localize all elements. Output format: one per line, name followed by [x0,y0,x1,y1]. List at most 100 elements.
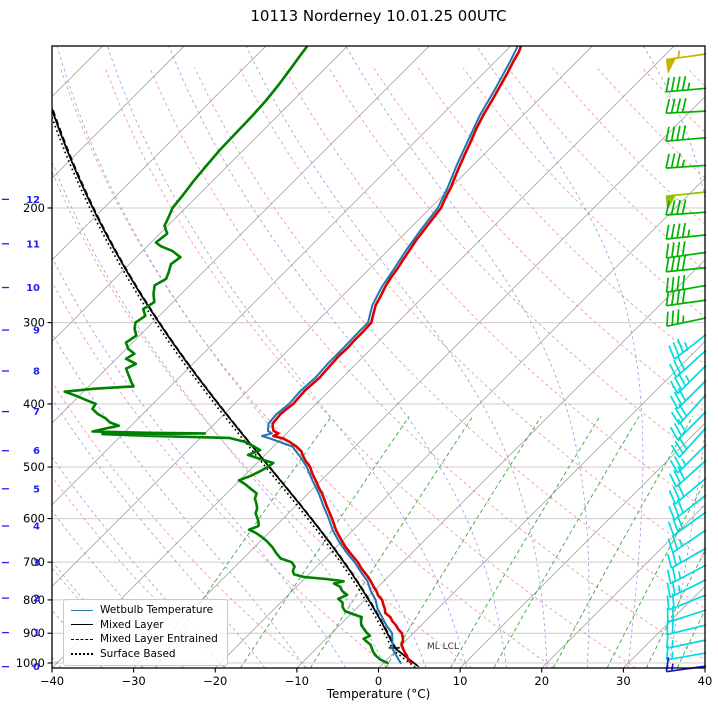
wind-barb [668,494,707,521]
wind-barb [666,618,707,636]
pressure-tick-label: 400 [23,397,45,411]
wind-barb [666,633,707,650]
pressure-tick-label: 700 [23,555,45,569]
wind-barb [666,309,707,328]
moist-adiabat-line [709,44,718,668]
height-km-label: 8 [33,366,40,377]
wind-barbs [665,50,707,673]
wind-barb [666,593,707,611]
plot-frame [51,45,706,669]
moist-adiabat-line [52,560,144,668]
surface-based-line-swatch [71,653,93,656]
dry-adiabat-line [52,280,391,668]
isotherm-line [623,585,705,668]
wind-barb [665,241,707,259]
mixing-ratio-line [606,480,705,668]
height-km-label: 5 [33,484,40,495]
mixing-ratio-line [493,416,640,668]
wind-barb [665,657,707,673]
legend: Wetbulb Temperature Mixed Layer Mixed La… [63,599,228,667]
dry-adiabat-line [552,67,705,225]
isotherm-line [52,46,593,588]
moist-adiabat-line [52,160,387,668]
dry-adiabat-line [104,67,637,668]
moist-adiabat-line [52,609,103,668]
legend-item-mixed-layer-entrained: Mixed Layer Entrained [71,632,218,647]
isotherm-line [459,422,705,668]
wind-barb [665,645,707,661]
dry-adiabat-line [373,67,705,413]
legend-item-wetbulb: Wetbulb Temperature [71,603,218,618]
wind-barb [669,459,707,488]
x-axis-label: Temperature (°C) [326,687,431,701]
wind-barb [666,547,707,569]
wind-barb [666,579,707,599]
height-km-label: 0 [33,662,40,673]
wind-barb [665,152,707,169]
dewpoint-line [63,46,389,665]
moist-adiabat-line [52,510,185,668]
wind-barb [668,333,707,360]
isotherm-line [52,46,675,668]
legend-label: Mixed Layer [100,618,164,631]
x-tick-label: −10 [285,674,309,688]
wind-barb [667,511,707,537]
isotherm-line [0,46,21,668]
moist-adiabat-line [107,46,467,668]
x-tick-label: 30 [616,674,631,688]
wind-barb [665,199,707,216]
parcel-surface-based-line [52,114,416,668]
mixing-ratio-line [553,416,694,668]
wind-barb [670,427,707,458]
wind-barb [668,477,707,505]
height-km-label: 1 [33,628,40,639]
height-km-label: 6 [33,446,40,457]
isotherm-line [704,667,705,668]
isotherm-line [52,46,512,506]
wind-barb [665,75,707,93]
isotherm-line [214,177,705,668]
moist-adiabat-line [476,46,644,668]
x-tick-label: −20 [203,674,227,688]
isotherm-line [296,259,705,668]
moist-adiabat-line [52,456,225,668]
plot-area [0,44,718,668]
wetbulb-line-swatch [71,609,93,611]
moist-adiabat-line [345,46,590,668]
height-km-label: 7 [33,407,40,418]
mixing-ratio-line [309,416,474,668]
x-tick-label: 20 [534,674,549,688]
dry-adiabat-line [194,67,705,610]
dry-adiabat-line [283,67,705,510]
x-tick-label: 10 [453,674,468,688]
isotherm-line [52,46,185,179]
moist-adiabat-line [52,332,306,668]
isotherm-line [52,46,267,261]
chart-title: 10113 Norderney 10.01.25 00UTC [250,7,507,25]
height-km-label: 3 [33,558,40,569]
legend-item-surface-based: Surface Based [71,647,218,662]
legend-label: Wetbulb Temperature [100,604,214,617]
pressure-tick-label: 900 [23,626,45,640]
legend-label: Mixed Layer Entrained [100,633,218,646]
dry-adiabat-line [239,67,705,559]
moist-adiabat-line [52,256,347,668]
dry-adiabat-line [149,67,705,661]
moist-adiabat-line [56,46,427,668]
height-km-label: 11 [26,239,40,250]
moist-adiabat-line [245,46,548,668]
legend-item-mixed-layer: Mixed Layer [71,618,218,633]
height-km-label: 9 [33,326,40,337]
pressure-tick-label: 200 [23,201,45,215]
isotherm-line [52,46,348,343]
wind-barb [666,606,707,624]
wind-barb [669,379,707,410]
wind-barb [670,394,707,425]
mixed-layer-entrained-line-swatch [71,638,93,640]
isotherm-line [52,46,430,424]
x-tick-label: −30 [121,674,145,688]
pressure-tick-label: 1000 [16,656,45,670]
wind-barb [665,125,707,143]
height-km-label: 4 [33,522,40,533]
